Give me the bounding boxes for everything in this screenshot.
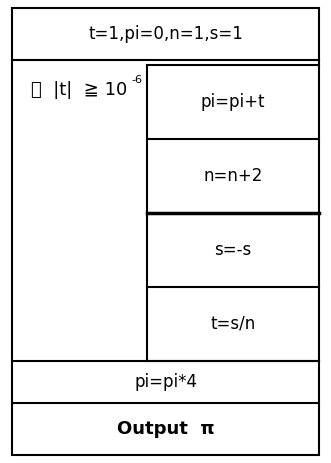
Text: t=1,pi=0,n=1,s=1: t=1,pi=0,n=1,s=1 [88, 25, 243, 43]
Text: 当  |t|  ≧ 10: 当 |t| ≧ 10 [31, 81, 128, 99]
Text: pi=pi*4: pi=pi*4 [134, 373, 197, 391]
Text: n=n+2: n=n+2 [203, 167, 263, 185]
Text: Output  π: Output π [117, 420, 214, 438]
Text: pi=pi+t: pi=pi+t [201, 93, 265, 111]
Text: -6: -6 [131, 75, 142, 85]
Text: t=s/n: t=s/n [211, 315, 256, 333]
Text: s=-s: s=-s [214, 241, 252, 259]
